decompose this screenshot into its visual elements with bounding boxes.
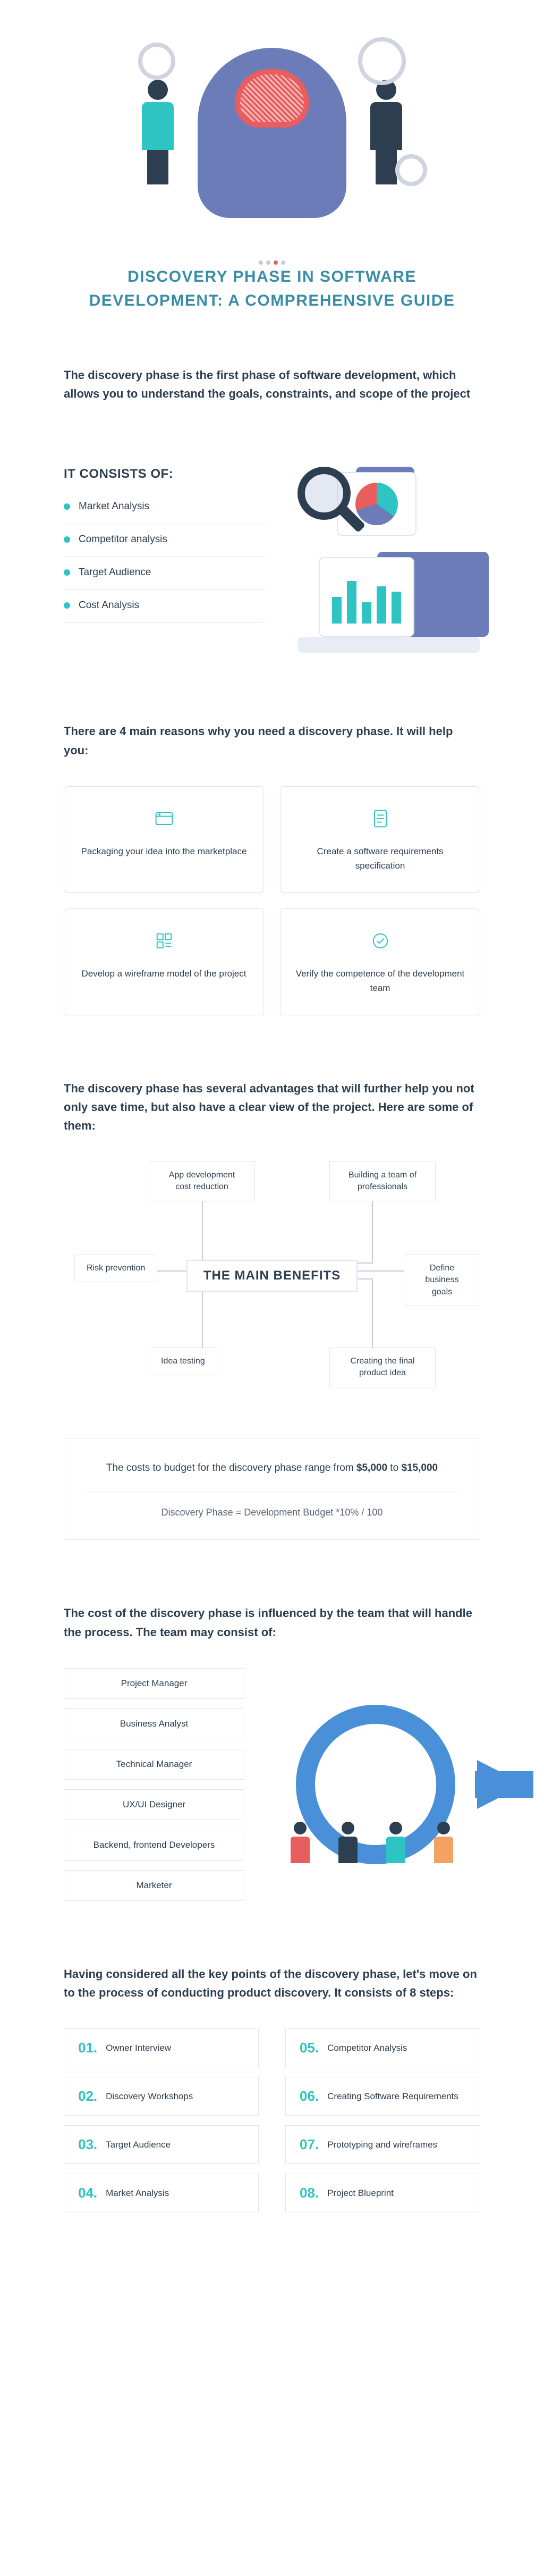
- bullet-dot: [64, 602, 70, 609]
- bullet-dot: [64, 536, 70, 543]
- benefit-box: App development cost reduction: [149, 1161, 255, 1201]
- reason-card: Create a software requirements specifica…: [280, 786, 480, 893]
- consists-item-label: Cost Analysis: [79, 600, 139, 611]
- consists-heading: IT CONSISTS OF:: [64, 467, 266, 482]
- step-item: 02. Discovery Workshops: [64, 2077, 259, 2116]
- step-number: 01.: [78, 2040, 97, 2056]
- reasons-section: There are 4 main reasons why you need a …: [0, 690, 544, 1047]
- team-person: [335, 1822, 361, 1880]
- step-item: 07. Prototyping and wireframes: [285, 2125, 480, 2164]
- step-item: 01. Owner Interview: [64, 2028, 259, 2067]
- steps-section: Having considered all the key points of …: [0, 1933, 544, 2244]
- gear-icon: [395, 154, 427, 186]
- reason-text: Create a software requirements specifica…: [295, 844, 465, 873]
- head-brain-graphic: [198, 48, 346, 218]
- cost-range-text: The costs to budget for the discovery ph…: [86, 1460, 458, 1477]
- steps-intro: Having considered all the key points of …: [64, 1965, 480, 2002]
- cost-formula: Discovery Phase = Development Budget *10…: [86, 1507, 458, 1518]
- step-number: 02.: [78, 2088, 97, 2104]
- consists-item-label: Target Audience: [79, 567, 151, 578]
- reason-text: Packaging your idea into the marketplace: [81, 844, 247, 858]
- step-label: Discovery Workshops: [106, 2091, 193, 2102]
- gear-icon: [358, 37, 406, 85]
- step-number: 06.: [300, 2088, 319, 2104]
- consists-list: Market Analysis Competitor analysis Target…: [64, 501, 266, 633]
- benefit-box: Define business goals: [404, 1255, 480, 1306]
- consists-item-label: Competitor analysis: [79, 534, 167, 545]
- step-label: Project Blueprint: [327, 2188, 394, 2199]
- team-intro: The cost of the discovery phase is influ…: [64, 1604, 480, 1641]
- step-number: 07.: [300, 2136, 319, 2153]
- benefit-box: Idea testing: [149, 1348, 217, 1375]
- reason-icon: [368, 928, 393, 954]
- reason-text: Develop a wireframe model of the project: [82, 966, 246, 981]
- consists-item: Competitor analysis: [64, 534, 266, 567]
- step-number: 04.: [78, 2185, 97, 2201]
- team-section: The cost of the discovery phase is influ…: [0, 1572, 544, 1932]
- step-label: Market Analysis: [106, 2188, 169, 2199]
- cost-box: The costs to budget for the discovery ph…: [64, 1438, 480, 1540]
- step-label: Prototyping and wireframes: [327, 2140, 437, 2150]
- benefits-center-label: THE MAIN BENEFITS: [186, 1260, 358, 1292]
- bullet-dot: [64, 569, 70, 576]
- reason-icon: [368, 806, 393, 831]
- reason-icon: [151, 806, 177, 831]
- step-label: Owner Interview: [106, 2043, 171, 2053]
- page-title: DISCOVERY PHASE IN SOFTWARE DEVELOPMENT:…: [70, 265, 474, 313]
- hero-illustration: [42, 32, 502, 234]
- benefits-intro: The discovery phase has several advantag…: [64, 1079, 480, 1135]
- benefit-box: Building a team of professionals: [329, 1161, 436, 1201]
- step-item: 08. Project Blueprint: [285, 2174, 480, 2212]
- team-person: [382, 1822, 409, 1880]
- team-role: Backend, frontend Developers: [64, 1830, 244, 1861]
- team-person: [430, 1822, 457, 1880]
- step-item: 04. Market Analysis: [64, 2174, 259, 2212]
- team-role: Business Analyst: [64, 1708, 244, 1739]
- consists-item: Target Audience: [64, 567, 266, 600]
- page-dots: [42, 260, 502, 265]
- team-list: Project Manager Business Analyst Technical…: [64, 1668, 244, 1901]
- arrow-icon: [477, 1760, 544, 1809]
- step-label: Target Audience: [106, 2140, 171, 2150]
- steps-grid: 01. Owner Interview 05. Competitor Analysis…: [64, 2028, 480, 2212]
- analytics-graphic: [298, 467, 480, 658]
- consists-item: Market Analysis: [64, 501, 266, 534]
- benefit-box: Risk prevention: [74, 1255, 157, 1282]
- reason-text: Verify the competence of the development…: [295, 966, 465, 995]
- benefits-section: The discovery phase has several advantag…: [0, 1047, 544, 1572]
- gear-icon: [138, 43, 175, 80]
- bar-chart-icon: [319, 557, 414, 637]
- hero-section: DISCOVERY PHASE IN SOFTWARE DEVELOPMENT:…: [0, 0, 544, 334]
- pie-chart-icon: [337, 472, 416, 536]
- reasons-grid: Packaging your idea into the marketplace…: [64, 786, 480, 1015]
- step-number: 08.: [300, 2185, 319, 2201]
- agile-team-graphic: [271, 1678, 480, 1891]
- person-left: [134, 80, 182, 186]
- step-label: Creating Software Requirements: [327, 2091, 458, 2102]
- reasons-intro: There are 4 main reasons why you need a …: [64, 722, 480, 759]
- step-item: 05. Competitor Analysis: [285, 2028, 480, 2067]
- consists-section: IT CONSISTS OF: Market Analysis Competito…: [0, 435, 544, 690]
- step-item: 06. Creating Software Requirements: [285, 2077, 480, 2116]
- step-label: Competitor Analysis: [327, 2043, 407, 2053]
- reason-icon: [151, 928, 177, 954]
- benefit-box: Creating the final product idea: [329, 1348, 436, 1387]
- step-item: 03. Target Audience: [64, 2125, 259, 2164]
- team-role: Marketer: [64, 1870, 244, 1901]
- reason-card: Packaging your idea into the marketplace: [64, 786, 264, 893]
- step-number: 05.: [300, 2040, 319, 2056]
- intro-text: The discovery phase is the first phase o…: [64, 366, 480, 403]
- consists-item: Cost Analysis: [64, 600, 266, 633]
- step-number: 03.: [78, 2136, 97, 2153]
- team-role: UX/UI Designer: [64, 1789, 244, 1820]
- intro-section: The discovery phase is the first phase o…: [0, 334, 544, 435]
- team-role: Technical Manager: [64, 1749, 244, 1780]
- bullet-dot: [64, 503, 70, 510]
- reason-card: Develop a wireframe model of the project: [64, 908, 264, 1015]
- reason-card: Verify the competence of the development…: [280, 908, 480, 1015]
- consists-item-label: Market Analysis: [79, 501, 149, 512]
- team-person: [287, 1822, 313, 1880]
- benefits-diagram: THE MAIN BENEFITS App development cost r…: [64, 1161, 480, 1390]
- team-role: Project Manager: [64, 1668, 244, 1699]
